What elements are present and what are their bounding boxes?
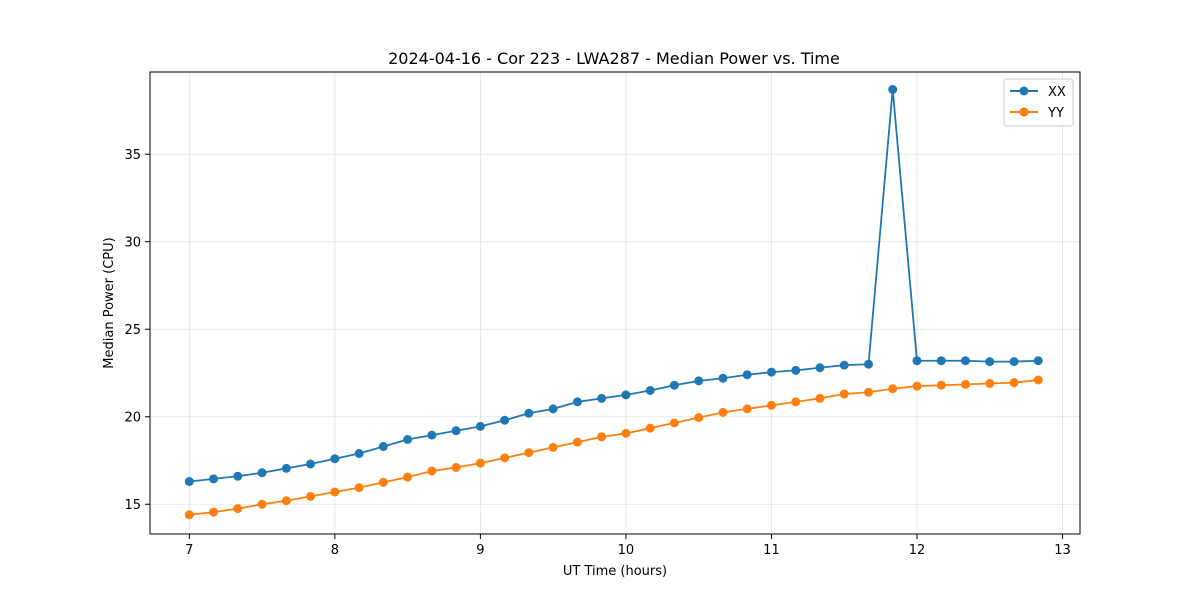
- data-point-yy: [645, 423, 655, 433]
- data-point-xx: [354, 449, 364, 458]
- data-point-yy: [815, 393, 825, 403]
- data-point-xx: [475, 421, 485, 431]
- data-point-xx: [718, 373, 728, 383]
- data-point-yy: [718, 407, 728, 417]
- data-point-yy: [864, 387, 874, 397]
- data-point-yy: [378, 477, 388, 487]
- grid-layer: [150, 72, 1080, 534]
- data-point-yy: [839, 389, 849, 399]
- x-tick-label: 7: [185, 543, 193, 558]
- data-point-xx: [985, 357, 995, 367]
- data-point-xx: [524, 408, 534, 418]
- x-tick-label: 11: [763, 543, 780, 558]
- data-point-xx: [306, 459, 316, 469]
- data-point-xx: [694, 376, 704, 386]
- data-point-yy: [500, 453, 510, 463]
- data-point-yy: [209, 507, 219, 517]
- data-point-yy: [451, 463, 461, 472]
- data-point-xx: [669, 380, 679, 390]
- data-point-xx: [1033, 356, 1043, 366]
- y-tick-label: 15: [124, 498, 141, 513]
- data-point-xx: [791, 365, 801, 375]
- data-point-xx: [572, 397, 582, 407]
- x-tick-label: 13: [1054, 543, 1071, 558]
- tick-layer: 7 8 9 10 11 12 13 15 20 25 30 35: [124, 148, 1070, 558]
- data-point-yy: [694, 413, 704, 423]
- data-point-yy: [403, 472, 413, 482]
- data-point-yy: [354, 483, 364, 493]
- data-point-xx: [403, 435, 413, 444]
- data-point-yy: [184, 510, 194, 520]
- data-point-xx: [936, 356, 946, 366]
- data-point-xx: [233, 471, 243, 481]
- data-point-yy: [1009, 378, 1019, 388]
- data-point-yy: [912, 381, 922, 391]
- data-point-xx: [742, 370, 752, 380]
- chart-title: 2024-04-16 - Cor 223 - LWA287 - Median P…: [388, 49, 840, 68]
- series-layer: [184, 85, 1043, 520]
- y-axis-label: Median Power (CPU): [102, 237, 117, 368]
- data-point-yy: [1033, 375, 1043, 385]
- data-point-xx: [839, 360, 849, 370]
- data-point-yy: [257, 499, 267, 509]
- data-point-xx: [184, 477, 194, 486]
- data-point-xx: [257, 468, 267, 478]
- x-tick-label: 10: [618, 543, 635, 558]
- data-point-xx: [427, 430, 437, 440]
- data-point-xx: [1009, 357, 1019, 367]
- data-point-xx: [451, 426, 461, 436]
- data-point-xx: [645, 386, 655, 395]
- data-point-yy: [597, 432, 607, 442]
- y-tick-label: 35: [124, 148, 141, 163]
- data-point-yy: [669, 418, 679, 428]
- data-point-xx: [888, 85, 898, 94]
- data-point-yy: [936, 380, 946, 390]
- data-point-xx: [378, 442, 388, 451]
- data-point-yy: [791, 397, 801, 407]
- data-point-xx: [209, 474, 219, 484]
- legend-label-xx: XX: [1048, 85, 1066, 100]
- data-point-yy: [475, 458, 485, 468]
- data-point-yy: [281, 496, 291, 506]
- x-tick-label: 12: [909, 543, 926, 558]
- data-point-xx: [766, 367, 776, 377]
- data-point-yy: [960, 379, 970, 389]
- data-point-xx: [864, 359, 874, 369]
- x-tick-label: 9: [476, 543, 484, 558]
- data-point-yy: [427, 466, 437, 476]
- data-point-xx: [597, 393, 607, 403]
- y-tick-label: 25: [124, 323, 141, 338]
- data-point-yy: [306, 491, 316, 501]
- data-point-xx: [815, 363, 825, 373]
- data-point-yy: [985, 379, 995, 388]
- x-axis-label: UT Time (hours): [563, 564, 667, 579]
- y-tick-label: 20: [124, 410, 141, 425]
- data-point-xx: [548, 404, 558, 414]
- plot-area: [150, 72, 1080, 534]
- data-point-yy: [524, 448, 534, 458]
- data-point-yy: [233, 504, 243, 514]
- x-tick-label: 8: [331, 543, 339, 558]
- data-point-xx: [281, 463, 291, 473]
- y-tick-label: 30: [124, 235, 141, 250]
- data-point-yy: [330, 487, 340, 497]
- plot-frame: [149, 71, 1081, 535]
- legend-marker-xx: [1019, 86, 1029, 96]
- data-point-yy: [621, 428, 631, 438]
- data-point-yy: [888, 384, 898, 394]
- data-point-yy: [572, 437, 582, 447]
- data-point-xx: [912, 356, 922, 366]
- data-point-xx: [500, 415, 510, 425]
- data-point-yy: [742, 404, 752, 414]
- data-point-yy: [548, 442, 558, 452]
- legend-marker-yy: [1019, 107, 1029, 117]
- legend-label-yy: YY: [1047, 106, 1064, 121]
- data-point-yy: [766, 400, 776, 410]
- data-point-xx: [960, 356, 970, 366]
- data-point-xx: [330, 454, 340, 464]
- data-point-xx: [621, 390, 631, 400]
- legend: XX YY: [1003, 78, 1074, 127]
